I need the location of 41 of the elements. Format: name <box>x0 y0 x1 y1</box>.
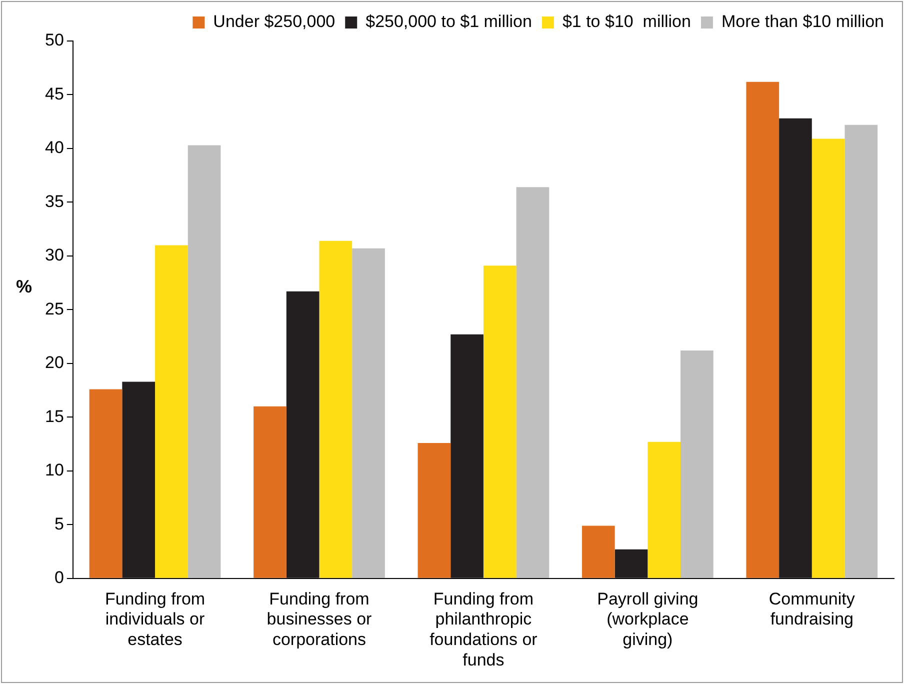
y-tick-label: 0 <box>54 568 64 588</box>
y-tick-label: 15 <box>44 406 64 426</box>
bar <box>352 248 385 578</box>
bar <box>483 266 516 578</box>
bar <box>648 442 681 578</box>
bar <box>844 124 878 578</box>
bar <box>319 240 352 578</box>
y-tick-label: 25 <box>44 299 64 318</box>
y-tick-label: 20 <box>44 353 64 372</box>
legend-label: $250,000 to $1 million <box>366 12 532 32</box>
bar <box>680 350 714 578</box>
x-tick-label: Payroll giving (workplace giving) <box>597 589 698 650</box>
bar <box>155 245 188 578</box>
y-tick-label: 50 <box>44 30 64 50</box>
y-tick-label: 10 <box>44 460 64 480</box>
y-tick-label: 5 <box>54 514 64 534</box>
legend-label: Under $250,000 <box>213 12 336 32</box>
y-tick-label: 40 <box>44 138 64 158</box>
bar <box>89 389 122 578</box>
x-tick-label: Funding from individuals or estates <box>104 589 206 650</box>
bar <box>516 187 550 578</box>
bar <box>779 118 812 578</box>
y-tick-label: 35 <box>44 192 64 211</box>
y-tick-label: 45 <box>44 84 64 104</box>
x-tick-label: Community fundraising <box>768 589 856 629</box>
bar <box>450 334 484 578</box>
bar <box>286 291 320 578</box>
bar <box>746 82 780 578</box>
bar <box>122 382 156 578</box>
x-tick-label: Funding from philanthropic foundations or funds <box>430 589 538 670</box>
bar <box>188 145 221 578</box>
bar <box>614 549 648 578</box>
bar <box>812 138 845 578</box>
x-tick-label: Funding from businesses or corporations <box>266 589 372 650</box>
bar <box>418 442 451 578</box>
legend-label: $1 to $10 million <box>562 12 691 32</box>
y-axis-title: % <box>16 276 32 297</box>
legend-label: More than $10 million <box>721 12 884 32</box>
y-tick-label: 30 <box>44 246 64 265</box>
bar <box>582 526 615 578</box>
bar <box>254 406 286 578</box>
